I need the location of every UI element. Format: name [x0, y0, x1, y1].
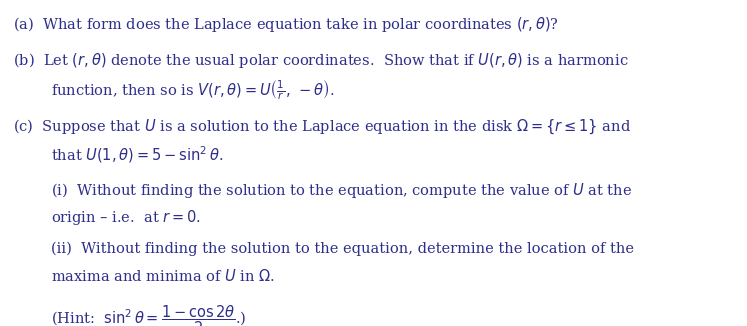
Text: (a)  What form does the Laplace equation take in polar coordinates $(r, \theta)$: (a) What form does the Laplace equation … — [13, 15, 560, 34]
Text: (i)  Without finding the solution to the equation, compute the value of $U$ at t: (i) Without finding the solution to the … — [51, 181, 632, 200]
Text: origin – i.e.  at $r = 0$.: origin – i.e. at $r = 0$. — [51, 208, 201, 227]
Text: that $U(1, \theta) = 5 - \sin^2\theta$.: that $U(1, \theta) = 5 - \sin^2\theta$. — [51, 144, 223, 165]
Text: function, then so is $V(r, \theta) = U\left(\frac{1}{r},\,-\theta\right)$.: function, then so is $V(r, \theta) = U\l… — [51, 78, 335, 101]
Text: (c)  Suppose that $U$ is a solution to the Laplace equation in the disk $\Omega : (c) Suppose that $U$ is a solution to th… — [13, 117, 631, 136]
Text: maxima and minima of $U$ in $\Omega$.: maxima and minima of $U$ in $\Omega$. — [51, 268, 275, 284]
Text: (b)  Let $(r, \theta)$ denote the usual polar coordinates.  Show that if $U(r, \: (b) Let $(r, \theta)$ denote the usual p… — [13, 51, 629, 69]
Text: (ii)  Without finding the solution to the equation, determine the location of th: (ii) Without finding the solution to the… — [51, 241, 633, 256]
Text: (Hint:  $\sin^2\theta = \dfrac{1-\cos 2\theta}{2}$.): (Hint: $\sin^2\theta = \dfrac{1-\cos 2\t… — [51, 304, 247, 326]
